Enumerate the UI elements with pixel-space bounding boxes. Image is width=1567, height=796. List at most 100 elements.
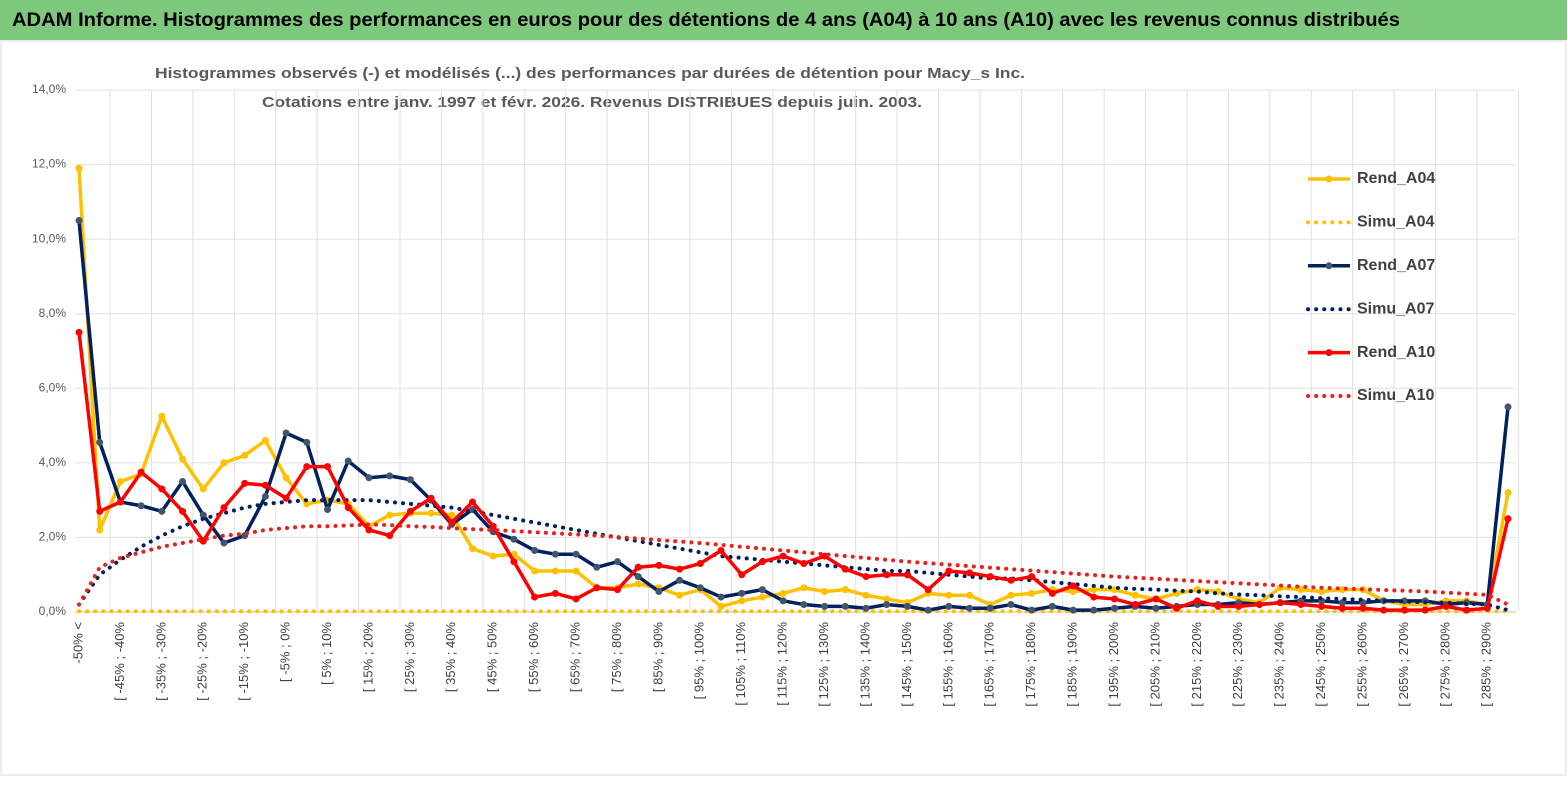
point bbox=[903, 602, 911, 610]
point bbox=[1504, 489, 1512, 497]
point bbox=[779, 552, 787, 560]
x-tick-label: [ 205% ; 210% bbox=[1147, 622, 1162, 707]
point bbox=[924, 606, 932, 614]
point bbox=[655, 587, 663, 595]
point bbox=[821, 552, 829, 560]
legend-label: Simu_A04 bbox=[1357, 214, 1434, 231]
x-tick-label: [ 35% ; 40% bbox=[443, 622, 458, 693]
point bbox=[75, 164, 83, 172]
observed-line bbox=[77, 332, 1510, 612]
point bbox=[158, 507, 166, 515]
point bbox=[179, 455, 187, 463]
chart-subtitle: Histogrammes observés (-) et modélisés (… bbox=[155, 65, 1025, 82]
point bbox=[841, 586, 849, 594]
chart-title: ADAM Informe. Histogrammes des performan… bbox=[12, 10, 1400, 31]
point bbox=[510, 535, 518, 543]
point bbox=[883, 571, 891, 579]
point bbox=[1069, 606, 1077, 614]
x-tick-label: [ 65% ; 70% bbox=[567, 622, 582, 693]
point bbox=[1069, 587, 1077, 595]
point bbox=[1235, 602, 1243, 610]
x-tick-label: [ 145% ; 150% bbox=[899, 622, 914, 707]
point bbox=[696, 584, 704, 592]
point bbox=[841, 565, 849, 573]
point bbox=[531, 593, 539, 601]
point bbox=[448, 511, 456, 519]
point bbox=[924, 586, 932, 594]
point bbox=[821, 602, 829, 610]
point bbox=[800, 560, 808, 568]
point bbox=[1028, 606, 1036, 614]
y-tick-label: 6,0% bbox=[39, 380, 67, 394]
x-tick-label: [ -5% ; 0% bbox=[278, 622, 293, 682]
point bbox=[282, 474, 290, 482]
point bbox=[220, 539, 228, 547]
point bbox=[862, 573, 870, 581]
point bbox=[1090, 593, 1098, 601]
point bbox=[241, 451, 249, 459]
point bbox=[1048, 589, 1056, 597]
legend-label: Rend_A07 bbox=[1357, 257, 1435, 274]
point bbox=[1318, 602, 1326, 610]
point bbox=[779, 589, 787, 597]
point bbox=[199, 511, 207, 519]
point bbox=[158, 485, 166, 493]
point bbox=[1504, 403, 1512, 411]
point bbox=[1173, 604, 1181, 612]
model-line bbox=[77, 498, 1510, 613]
point bbox=[96, 526, 104, 534]
x-tick-label: [ -35% ; -30% bbox=[153, 622, 168, 701]
x-tick-label: [ 185% ; 190% bbox=[1065, 622, 1080, 707]
point bbox=[758, 586, 766, 594]
point bbox=[1152, 604, 1160, 612]
point bbox=[406, 507, 414, 515]
point bbox=[1111, 595, 1119, 603]
y-tick-label: 2,0% bbox=[39, 530, 67, 544]
point bbox=[945, 591, 953, 599]
point bbox=[841, 602, 849, 610]
point bbox=[220, 504, 228, 512]
point bbox=[1152, 595, 1160, 603]
point bbox=[862, 591, 870, 599]
point bbox=[324, 463, 332, 471]
point bbox=[324, 505, 332, 513]
point bbox=[386, 511, 394, 519]
point bbox=[510, 558, 518, 566]
point bbox=[1318, 587, 1326, 595]
point bbox=[179, 507, 187, 515]
point bbox=[448, 519, 456, 527]
point bbox=[1007, 591, 1015, 599]
point bbox=[945, 567, 953, 575]
x-tick-label: [ 25% ; 30% bbox=[402, 622, 417, 693]
legend-label: Simu_A10 bbox=[1357, 387, 1434, 404]
x-tick-label: [ 215% ; 220% bbox=[1189, 622, 1204, 707]
x-tick-label: [ 285% ; 290% bbox=[1479, 622, 1494, 707]
legend-marker bbox=[1325, 175, 1333, 183]
x-tick-label: [ 255% ; 260% bbox=[1354, 622, 1369, 707]
point bbox=[344, 504, 352, 512]
point bbox=[1090, 586, 1098, 594]
y-tick-label: 12,0% bbox=[32, 157, 66, 171]
point bbox=[758, 558, 766, 566]
point bbox=[634, 580, 642, 588]
point bbox=[758, 593, 766, 601]
point bbox=[1442, 602, 1450, 610]
point bbox=[303, 463, 311, 471]
x-tick-label: [ 85% ; 90% bbox=[650, 622, 665, 693]
x-tick-label: [ 225% ; 230% bbox=[1230, 622, 1245, 707]
point bbox=[593, 584, 601, 592]
point bbox=[261, 481, 269, 489]
point bbox=[1483, 604, 1491, 612]
point bbox=[1111, 604, 1119, 612]
point bbox=[1297, 586, 1305, 594]
point bbox=[738, 597, 746, 605]
point bbox=[986, 573, 994, 581]
point bbox=[717, 593, 725, 601]
chart-area bbox=[0, 40, 1567, 776]
x-tick-label: -50% < bbox=[70, 622, 85, 664]
point bbox=[220, 459, 228, 467]
x-tick-label: [ 275% ; 280% bbox=[1437, 622, 1452, 707]
point bbox=[1380, 606, 1388, 614]
point bbox=[1069, 582, 1077, 590]
